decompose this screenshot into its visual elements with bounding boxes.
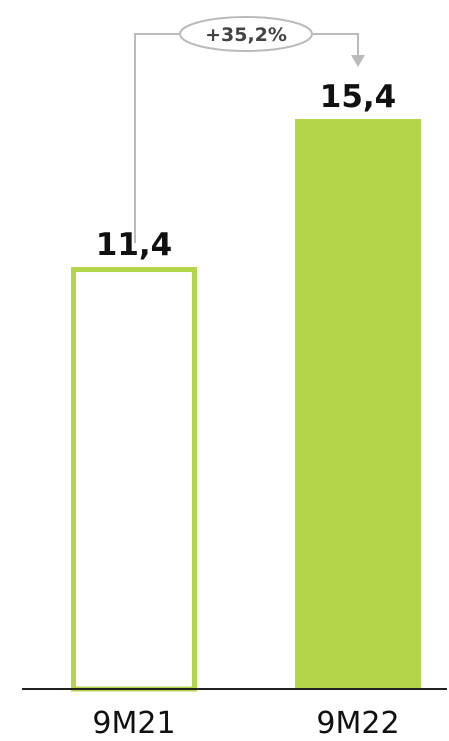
change-label: +35,2% — [205, 24, 287, 46]
category-label-9m21: 9M21 — [92, 706, 175, 741]
bar-9m21 — [71, 267, 197, 692]
change-connector-line — [134, 33, 359, 243]
bar-9m22 — [295, 119, 421, 689]
category-label-9m22: 9M22 — [316, 706, 399, 741]
arrow-down-icon — [351, 55, 365, 67]
value-label-9m22: 15,4 — [320, 79, 397, 115]
change-badge — [179, 16, 313, 52]
change-connector: +35,2% — [134, 16, 365, 243]
